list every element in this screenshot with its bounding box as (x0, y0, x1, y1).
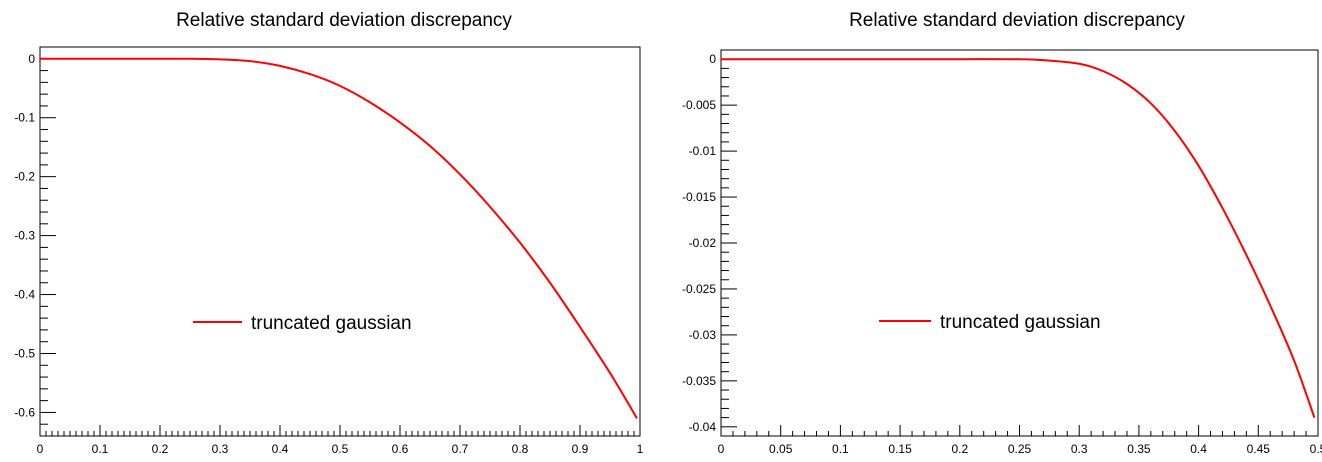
y-tick-label: -0.6 (14, 405, 35, 419)
left-chart-svg: Relative standard deviation discrepancy 0… (14, 10, 644, 456)
left-chart-panel: Relative standard deviation discrepancy 0… (14, 10, 644, 456)
x-tick-label: 0.1 (832, 442, 849, 456)
y-tick-label: 0 (709, 52, 716, 66)
x-tick-label: 0.3 (1071, 442, 1088, 456)
x-tick-label: 0.8 (512, 442, 529, 456)
y-tick-label: -0.04 (689, 420, 717, 434)
y-tick-label: -0.015 (682, 190, 716, 204)
y-tick-label: -0.035 (682, 374, 716, 388)
y-tick-label: -0.3 (14, 229, 35, 243)
x-tick-label: 0.35 (1127, 442, 1151, 456)
y-tick-label: -0.025 (682, 282, 716, 296)
series-line-truncated-gaussian (721, 58, 1316, 418)
plot-frame (39, 46, 641, 437)
x-tick-label: 0.6 (392, 442, 409, 456)
x-tick-label: 0.45 (1247, 442, 1271, 456)
y-tick-label: -0.5 (14, 346, 35, 360)
x-tick-label: 0.9 (572, 442, 589, 456)
x-tick-label: 0.1 (92, 442, 109, 456)
series-line-truncated-gaussian (40, 57, 638, 419)
y-tick-label: -0.02 (689, 236, 717, 250)
chart-title: Relative standard deviation discrepancy (849, 10, 1185, 31)
x-tick-label: 0.25 (1008, 442, 1032, 456)
y-tick-label: -0.1 (14, 111, 35, 125)
chart-title: Relative standard deviation discrepancy (176, 10, 512, 31)
x-tick-label: 0.2 (152, 442, 169, 456)
right-chart-panel: Relative standard deviation discrepancy 0… (661, 0, 1322, 462)
legend-label: truncated gaussian (251, 313, 412, 334)
x-tick-label: 0.15 (888, 442, 912, 456)
x-tick-label: 0 (718, 442, 725, 456)
x-tick-label: 0.2 (951, 442, 968, 456)
y-tick-label: -0.03 (689, 328, 717, 342)
y-tick-label: -0.005 (682, 98, 716, 112)
y-tick-label: -0.4 (14, 288, 35, 302)
x-tick-label: 0.3 (212, 442, 229, 456)
x-tick-label: 0.4 (1190, 442, 1207, 456)
right-chart-svg: Relative standard deviation discrepancy 0… (682, 10, 1322, 456)
y-tick-label: -0.01 (689, 144, 717, 158)
x-tick-label: 0.5 (1310, 442, 1322, 456)
x-tick-label: 1 (637, 442, 644, 456)
plot-frame (720, 49, 1319, 437)
x-tick-label: 0.5 (332, 442, 349, 456)
y-tick-label: 0 (28, 52, 35, 66)
y-tick-label: -0.2 (14, 170, 35, 184)
x-tick-label: 0.7 (452, 442, 469, 456)
x-tick-label: 0 (37, 442, 44, 456)
legend-label: truncated gaussian (940, 312, 1101, 333)
x-tick-label: 0.4 (272, 442, 289, 456)
x-tick-label: 0.05 (769, 442, 793, 456)
